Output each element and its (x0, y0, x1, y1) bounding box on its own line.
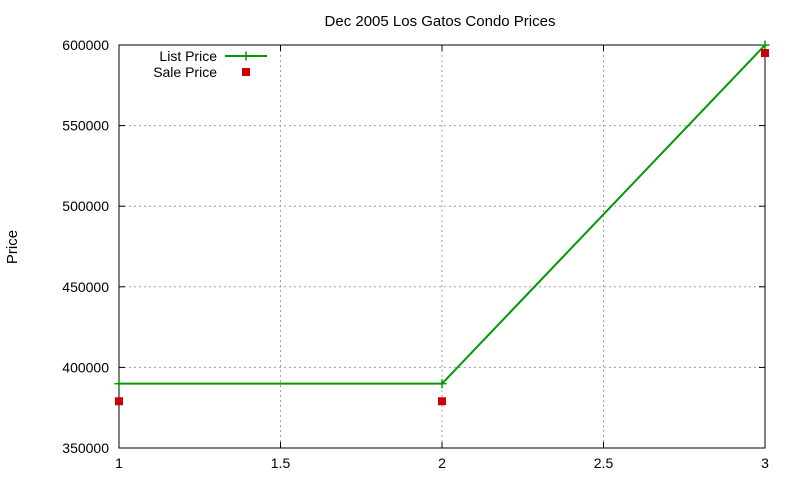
square-marker (115, 397, 123, 406)
y-tick-label: 500000 (62, 198, 109, 214)
axis-ticks: 1 1.5 2 2.5 3 350000 400000 450000 500000 550000 6… (62, 37, 769, 471)
x-tick-label: 2 (438, 455, 446, 471)
plus-marker (437, 379, 447, 389)
y-tick-label: 400000 (62, 359, 109, 375)
legend-item: Sale Price (153, 64, 250, 80)
series-sale-price (115, 49, 769, 406)
chart-title: Dec 2005 Los Gatos Condo Prices (325, 13, 556, 30)
series-list-price (114, 40, 770, 389)
square-marker (438, 397, 446, 406)
square-marker (242, 68, 250, 76)
legend-label: List Price (159, 48, 217, 64)
x-tick-label: 2.5 (594, 455, 614, 471)
plus-marker (241, 51, 251, 61)
square-marker (761, 49, 769, 58)
legend-label: Sale Price (153, 64, 217, 80)
plus-marker (760, 40, 770, 50)
x-tick-label: 1.5 (271, 455, 291, 471)
x-tick-label: 1 (115, 455, 123, 471)
y-axis-label: Price (4, 230, 21, 264)
plus-marker (114, 379, 124, 389)
x-tick-label: 3 (761, 455, 769, 471)
series-layer (114, 40, 770, 406)
y-tick-label: 550000 (62, 118, 109, 134)
y-tick-label: 600000 (62, 37, 109, 53)
legend-item: List Price (159, 48, 267, 64)
y-tick-label: 450000 (62, 279, 109, 295)
y-tick-label: 350000 (62, 440, 109, 456)
